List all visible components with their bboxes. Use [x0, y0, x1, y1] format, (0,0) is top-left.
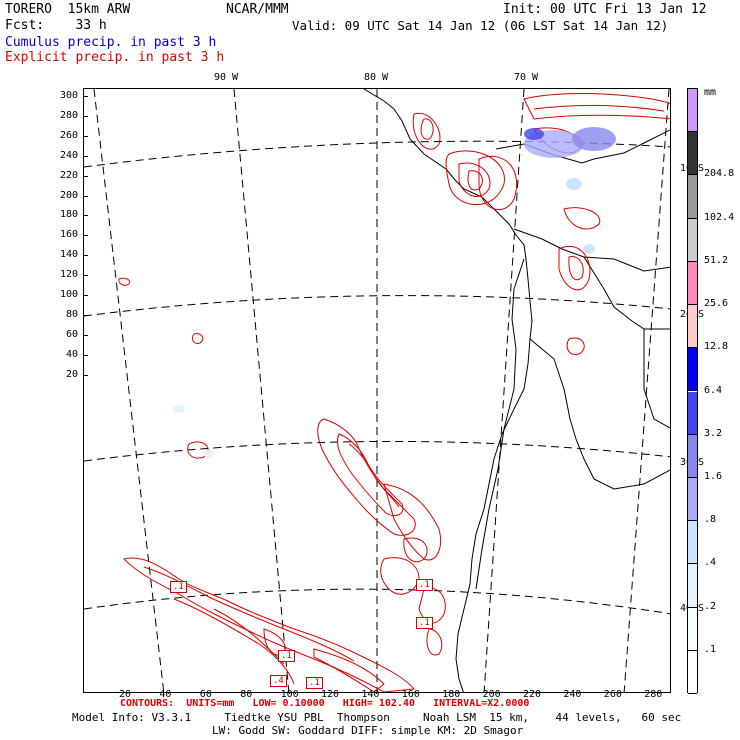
x-tick-label: 240 [563, 689, 582, 700]
y-tick-label: 220 [59, 169, 78, 181]
contour-label: .1 [278, 650, 295, 662]
colorbar-level: 6.4 [704, 384, 723, 396]
y-tick-label: 180 [59, 209, 78, 221]
y-tick-label: 100 [59, 289, 78, 300]
cumulus-legend: Cumulus precip. in past 3 h [5, 35, 217, 50]
colorbar-level: .4 [704, 557, 717, 569]
contour-info: CONTOURS: UNITS=mm LOW= 0.10000 HIGH= 10… [120, 698, 530, 709]
y-tick-label: 300 [59, 90, 78, 101]
colorbar-segment [688, 175, 697, 219]
y-tick [83, 295, 88, 296]
y-tick-label: 260 [59, 129, 78, 141]
colorbar-level: 102.4 [704, 211, 735, 223]
forecast-hour: Fcst: 33 h [5, 18, 107, 33]
y-tick-label: 20 [65, 368, 78, 380]
colorbar-segment [688, 434, 697, 478]
colorbar-segment [688, 477, 697, 522]
colorbar-segment [688, 650, 697, 694]
contour-label: .1 [306, 677, 323, 689]
y-tick [83, 135, 88, 137]
colorbar-segment [688, 564, 697, 608]
x-tick-label: 20 [119, 689, 132, 700]
colorbar-segment [688, 305, 697, 349]
colorbar-level: 51.2 [704, 254, 729, 266]
physics-info: LW: Godd SW: Goddard DIFF: simple KM: 2D… [212, 724, 524, 737]
y-tick [83, 195, 88, 197]
explicit-legend: Explicit precip. in past 3 h [5, 50, 225, 65]
explicit-precip-contours [118, 93, 670, 692]
x-tick-label: 280 [644, 689, 663, 700]
colorbar-segment [688, 132, 697, 176]
x-tick-label: 260 [603, 689, 622, 700]
x-tick-label: 60 [199, 689, 212, 700]
contour-label: .1 [416, 617, 433, 629]
y-tick-label: 120 [59, 269, 78, 281]
colorbar-level: .1 [704, 643, 717, 655]
graticule [84, 89, 670, 692]
colorbar-segment [688, 521, 697, 565]
x-tick-label: 160 [401, 689, 420, 700]
cumulus-precip-shading [173, 127, 616, 458]
lon-label-90w: 90 W [214, 72, 239, 83]
model-title: TORERO 15km ARW [5, 2, 131, 17]
colorbar-segment [688, 607, 697, 651]
x-tick-label: 200 [482, 689, 501, 700]
colorbar-segment [688, 218, 697, 262]
y-tick [83, 96, 88, 97]
y-tick [83, 215, 88, 217]
colorbar [687, 88, 698, 694]
x-tick-label: 100 [280, 689, 299, 700]
y-tick [83, 334, 88, 336]
y-tick-label: 160 [59, 229, 78, 241]
y-tick [83, 255, 88, 257]
x-tick-label: 80 [240, 689, 253, 700]
y-tick [83, 374, 88, 376]
y-tick [83, 175, 88, 177]
x-tick-label: 140 [361, 689, 380, 700]
coastline [363, 89, 670, 692]
colorbar-segment [688, 348, 697, 392]
lon-label-80w: 80 W [364, 72, 389, 83]
x-tick-label: 120 [321, 689, 340, 700]
y-tick-label: 280 [59, 109, 78, 121]
y-tick [83, 275, 88, 277]
valid-time: Valid: 09 UTC Sat 14 Jan 12 (06 LST Sat … [292, 18, 669, 33]
y-tick-label: 140 [59, 249, 78, 261]
y-tick [83, 314, 88, 316]
colorbar-segment [688, 89, 697, 133]
y-tick [83, 155, 88, 157]
x-tick-label: 180 [442, 689, 461, 700]
y-tick-label: 80 [65, 308, 78, 320]
colorbar-level: .8 [704, 514, 717, 526]
organization: NCAR/MMM [226, 2, 289, 17]
colorbar-level: 3.2 [704, 427, 723, 439]
y-tick-label: 200 [59, 189, 78, 201]
contour-label: .1 [170, 581, 187, 593]
init-time: Init: 00 UTC Fri 13 Jan 12 [503, 2, 707, 17]
colorbar-level: 1.6 [704, 470, 723, 482]
colorbar-segment [688, 261, 697, 306]
y-tick-label: 240 [59, 149, 78, 161]
colorbar-level: .2 [704, 600, 717, 612]
colorbar-level: 25.6 [704, 298, 729, 310]
y-tick [83, 354, 88, 356]
lon-label-70w: 70 W [514, 72, 539, 83]
map-canvas [84, 89, 670, 692]
colorbar-level: 12.8 [704, 341, 729, 353]
model-info: Model Info: V3.3.1 Tiedtke YSU PBL Thomp… [72, 711, 682, 724]
x-tick-label: 220 [523, 689, 542, 700]
y-tick [83, 115, 88, 117]
contour-label: .1 [416, 579, 433, 591]
map-plot-area: .1 .1 .1 .1 .4 .1 [83, 88, 671, 693]
colorbar-units: mm [704, 87, 717, 98]
y-tick [83, 235, 88, 237]
y-tick-label: 40 [65, 348, 78, 360]
y-tick-label: 60 [65, 328, 78, 340]
colorbar-level: 204.8 [704, 168, 735, 180]
x-tick-label: 40 [159, 689, 172, 700]
contour-label: .4 [270, 675, 287, 687]
colorbar-segment [688, 391, 697, 435]
